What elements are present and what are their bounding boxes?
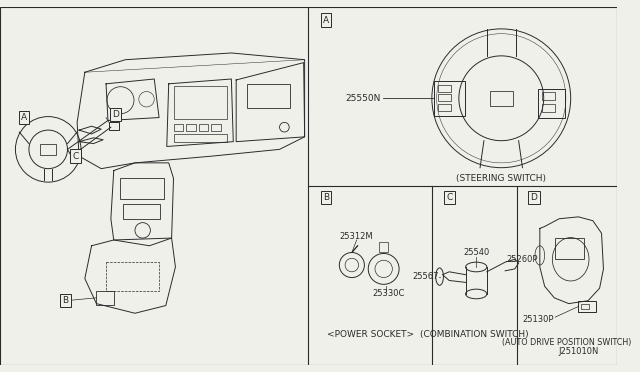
Bar <box>538 89 565 118</box>
Bar <box>542 93 556 100</box>
Bar <box>542 104 556 112</box>
Text: D: D <box>531 193 538 202</box>
Text: 25130P: 25130P <box>523 315 554 324</box>
Bar <box>434 81 465 116</box>
Text: (COMBINATION SWITCH): (COMBINATION SWITCH) <box>420 330 529 339</box>
Bar <box>124 204 160 219</box>
Bar <box>40 144 56 155</box>
Bar <box>438 104 451 111</box>
Text: C: C <box>446 193 452 202</box>
Text: B: B <box>323 193 329 202</box>
Text: A: A <box>323 16 329 25</box>
Text: A: A <box>21 113 27 122</box>
Bar <box>173 134 227 142</box>
Text: 25312M: 25312M <box>340 232 374 241</box>
Text: 25540: 25540 <box>463 248 490 257</box>
Text: (AUTO DRIVE POSITION SWITCH): (AUTO DRIVE POSITION SWITCH) <box>502 338 632 347</box>
Text: C: C <box>72 152 78 161</box>
Text: (STEERING SWITCH): (STEERING SWITCH) <box>456 174 547 183</box>
Bar <box>198 124 208 131</box>
Bar <box>173 86 227 119</box>
Bar <box>579 301 596 312</box>
Text: 25330C: 25330C <box>372 289 404 298</box>
Text: D: D <box>112 110 119 119</box>
Bar <box>581 304 589 310</box>
Text: J251010N: J251010N <box>558 347 598 356</box>
Bar <box>211 124 221 131</box>
Bar <box>109 122 118 130</box>
Bar <box>379 242 388 251</box>
Text: 25550N: 25550N <box>346 94 381 103</box>
Bar <box>438 94 451 101</box>
Text: 25567: 25567 <box>412 272 438 281</box>
Text: <POWER SOCKET>: <POWER SOCKET> <box>326 330 413 339</box>
Text: B: B <box>63 296 68 305</box>
Bar <box>173 124 183 131</box>
Bar <box>120 178 164 199</box>
Bar <box>438 85 451 92</box>
Bar <box>106 262 159 291</box>
Text: 25260P: 25260P <box>506 255 538 264</box>
Bar <box>490 90 513 106</box>
Bar <box>247 84 290 108</box>
Bar <box>556 238 584 259</box>
Bar <box>186 124 196 131</box>
Bar <box>97 291 114 305</box>
